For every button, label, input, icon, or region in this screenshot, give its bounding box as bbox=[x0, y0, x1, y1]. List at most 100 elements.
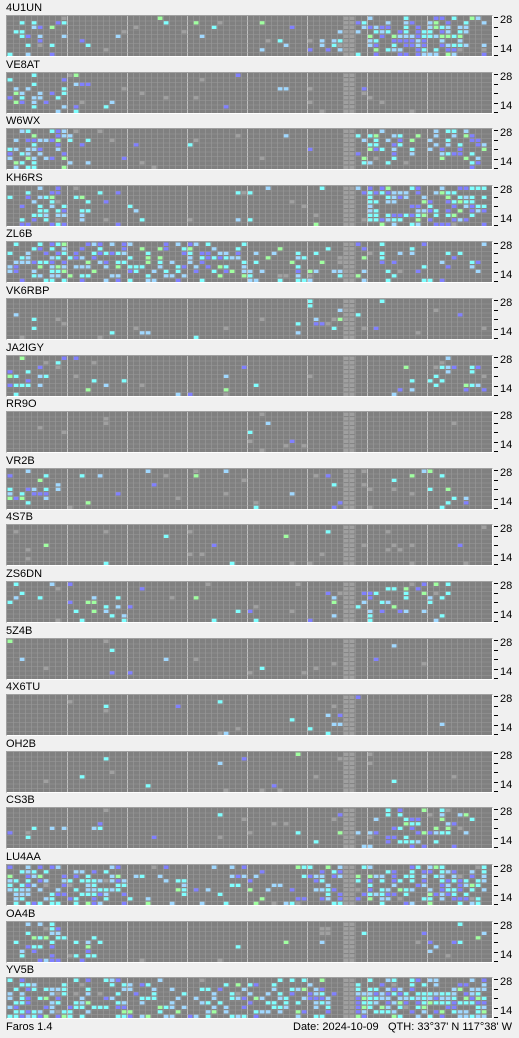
signal-cell bbox=[427, 469, 433, 473]
signal-cell bbox=[481, 978, 487, 983]
signal-cell bbox=[433, 992, 439, 996]
signal-cell bbox=[367, 199, 373, 204]
signal-cell bbox=[373, 52, 379, 56]
signal-cell bbox=[373, 657, 379, 661]
signal-cell bbox=[457, 983, 463, 987]
signal-cell bbox=[349, 299, 355, 303]
signal-cell bbox=[247, 274, 253, 278]
signal-cell bbox=[7, 874, 13, 878]
signal-cell bbox=[319, 996, 325, 1001]
signal-cell bbox=[469, 897, 475, 901]
signal-cell bbox=[319, 879, 325, 883]
signal-cell bbox=[7, 992, 13, 996]
signal-cell bbox=[67, 953, 73, 958]
signal-cell bbox=[271, 822, 277, 826]
signal-cell bbox=[307, 983, 313, 987]
signal-cell bbox=[115, 883, 121, 887]
scale-label-top: 28 bbox=[500, 297, 513, 309]
signal-cell bbox=[55, 269, 61, 274]
frequency-scale: 28 14 bbox=[494, 920, 519, 963]
signal-cell bbox=[79, 256, 85, 260]
signal-cell bbox=[229, 883, 235, 887]
signal-cell bbox=[451, 190, 457, 195]
signal-cell bbox=[13, 147, 19, 152]
scale-tick bbox=[494, 583, 498, 584]
scale-tick bbox=[494, 196, 498, 198]
signal-cell bbox=[91, 251, 97, 256]
signal-cell bbox=[7, 152, 13, 156]
signal-cell bbox=[481, 222, 487, 226]
signal-cell bbox=[247, 1001, 253, 1005]
signal-cell bbox=[43, 666, 49, 670]
scale-label-bottom: 14 bbox=[500, 43, 513, 55]
signal-cell bbox=[373, 1010, 379, 1014]
signal-cell bbox=[379, 874, 385, 878]
signal-cell bbox=[343, 926, 349, 931]
signal-cell bbox=[481, 48, 487, 52]
signal-cell bbox=[109, 100, 115, 104]
signal-cell bbox=[349, 100, 355, 104]
signal-cell bbox=[349, 648, 355, 652]
signal-cell bbox=[61, 430, 67, 435]
signal-cell bbox=[343, 335, 349, 339]
scale-tick bbox=[494, 356, 498, 358]
signal-cell bbox=[91, 242, 97, 247]
signal-cell bbox=[109, 996, 115, 1001]
beacon-panel: 4U1UN 28 14 bbox=[0, 1, 519, 58]
signal-cell bbox=[409, 213, 415, 217]
signal-cell bbox=[385, 813, 391, 817]
signal-cell bbox=[331, 269, 337, 274]
signal-cell bbox=[103, 605, 109, 609]
signal-cell bbox=[349, 657, 355, 661]
signal-cell bbox=[37, 374, 43, 378]
signal-cell bbox=[181, 274, 187, 278]
signal-cell bbox=[343, 52, 349, 56]
signal-cell bbox=[397, 987, 403, 992]
signal-cell bbox=[55, 365, 61, 369]
signal-cell bbox=[85, 161, 91, 165]
signal-cell bbox=[85, 944, 91, 949]
signal-cell bbox=[427, 813, 433, 817]
signal-cell bbox=[343, 322, 349, 326]
signal-cell bbox=[49, 953, 55, 958]
scale-tick bbox=[494, 564, 498, 566]
signal-cell bbox=[433, 190, 439, 195]
signal-cell bbox=[91, 897, 97, 901]
signal-cell bbox=[433, 874, 439, 878]
signal-cell bbox=[343, 251, 349, 256]
signal-cell bbox=[349, 48, 355, 52]
signal-cell bbox=[109, 888, 115, 892]
signal-cell bbox=[409, 43, 415, 47]
signal-cell bbox=[451, 940, 457, 944]
signal-cell bbox=[439, 614, 445, 618]
signal-cell bbox=[349, 935, 355, 940]
signal-cell bbox=[343, 104, 349, 109]
signal-cell bbox=[463, 1014, 469, 1019]
signal-cell bbox=[319, 931, 325, 935]
beacon-callsign: JA2IGY bbox=[6, 341, 44, 354]
signal-cell bbox=[409, 561, 415, 566]
signal-cell bbox=[19, 1001, 25, 1005]
signal-cell bbox=[481, 326, 487, 330]
signal-cell bbox=[349, 326, 355, 330]
signal-cell bbox=[31, 274, 37, 278]
signal-cell bbox=[343, 274, 349, 278]
signal-cell bbox=[415, 269, 421, 274]
signal-cell bbox=[235, 256, 241, 260]
signal-cell bbox=[349, 992, 355, 996]
signal-cell bbox=[37, 204, 43, 208]
signal-cell bbox=[409, 204, 415, 208]
signal-cell bbox=[343, 86, 349, 91]
signal-cell bbox=[367, 865, 373, 869]
signal-cell bbox=[349, 761, 355, 765]
signal-cell bbox=[367, 892, 373, 896]
signal-cell bbox=[433, 129, 439, 134]
signal-cell bbox=[121, 30, 127, 34]
signal-cell bbox=[307, 304, 313, 308]
signal-cell bbox=[481, 374, 487, 378]
scale-tick bbox=[494, 885, 498, 886]
signal-cell bbox=[55, 222, 61, 226]
signal-cell bbox=[157, 874, 163, 878]
signal-cell bbox=[25, 879, 31, 883]
signal-cell bbox=[397, 808, 403, 813]
